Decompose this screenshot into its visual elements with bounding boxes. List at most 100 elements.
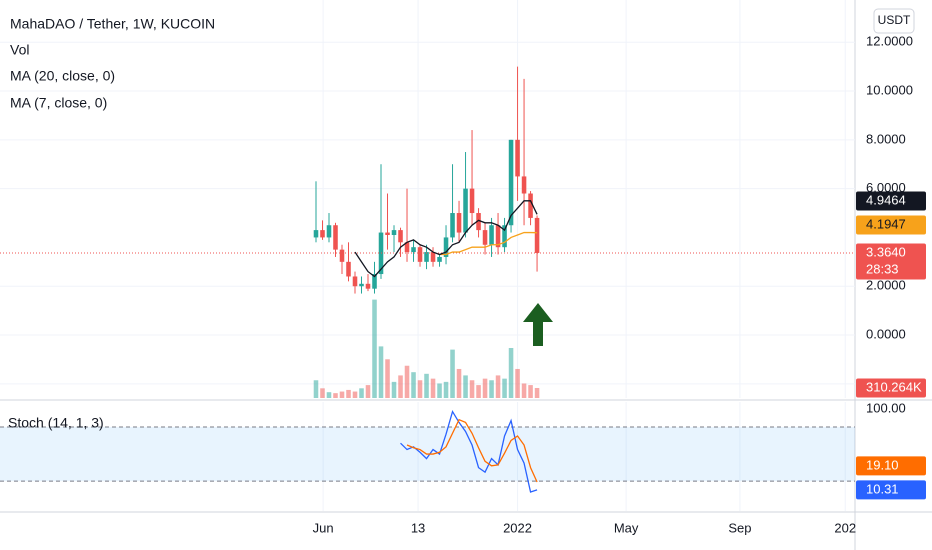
plot [0,0,855,511]
volume-bar [521,383,527,398]
series-line [439,231,538,256]
y-tick-label: 0.0000 [866,326,906,341]
candle-body [391,230,397,235]
volume-bar [476,385,481,398]
volume-bar [313,380,319,398]
volume-bar [443,381,449,398]
candle-body [495,225,501,248]
candle-body [326,225,332,238]
candle-body [411,247,416,253]
candle-body [430,252,436,262]
price-label-box [856,378,926,398]
legend-vol: Vol [10,42,29,58]
candle-body [463,188,468,233]
candle-body [528,193,533,218]
chart-title: MahaDAO / Tether, 1W, KUCOIN [10,16,215,32]
candle-body [443,237,449,257]
volume-bar [404,365,410,398]
candle-body [352,276,358,287]
price-label-box [856,215,926,235]
y-tick-label: 10.0000 [866,82,913,97]
volume-bar [430,378,436,398]
candle-body [456,213,462,233]
countdown: 28:33 [866,261,899,276]
x-tick-label: Sep [728,520,751,535]
volume-bar [502,378,507,398]
volume-bar [398,375,403,398]
volume-bar [391,381,397,398]
x-tick-label: 2022 [503,520,532,535]
volume-bar [469,380,475,398]
currency-button-label[interactable]: USDT [878,13,911,27]
volume-bar [515,368,520,398]
x-tick-label: Jun [313,520,334,535]
volume-bar [385,359,390,398]
candle-body [515,139,520,177]
candle-body [320,230,325,238]
legend-ma20: MA (20, close, 0) [10,68,115,84]
volume-bar [411,372,416,398]
volume-bar [528,385,533,398]
price-label: 4.1947 [866,216,906,231]
volume-bar [346,389,351,398]
volume-bar [320,388,325,398]
candle-body [404,242,410,253]
volume-bar [424,373,429,398]
price-label-box [856,243,926,280]
x-tick-label: 202 [834,520,856,535]
candle-body [450,213,455,238]
y-tick-label: 6.0000 [866,180,906,195]
volume-bar [359,388,364,398]
volume-bar [339,391,345,398]
volume-bar [365,385,371,398]
candle-body [482,230,488,245]
stoch-title: Stoch (14, 1, 3) [8,415,104,431]
volume-bar [450,349,455,398]
y-tick-label: 12.0000 [866,34,913,49]
volume-bar [456,368,462,398]
candle-body [469,188,475,214]
series-line [400,409,538,493]
y-tick-label: 8.0000 [866,131,906,146]
volume-bar [437,383,442,398]
volume-bar [378,346,384,398]
candle-body [365,283,371,289]
candle-body [508,139,514,226]
candle-body [398,230,403,243]
candle-body [502,225,507,248]
y-tick-label: 100.00 [866,400,906,415]
series-line [406,418,538,483]
price-label-box [856,456,926,476]
price-label: 4.9464 [866,192,906,207]
volume-bar [372,299,377,398]
volume-bar [534,387,540,398]
candle-body [521,176,527,194]
volume-bar [508,348,514,398]
candle-body [489,225,494,245]
volume-bar [482,378,488,398]
price-label-box [856,480,926,500]
volume-bar [352,391,358,398]
price-label: 3.3640 [866,244,906,259]
candle-body [339,249,345,262]
candle-body [417,247,423,262]
price-label: 19.10 [866,457,899,472]
volume-bar [417,380,423,398]
candle-body [313,230,319,238]
up-arrow [523,303,553,346]
volume-bar [489,380,494,398]
volume-bar [333,393,338,398]
candle-body [424,252,429,262]
candle-body [437,256,442,262]
candle-body [359,283,364,287]
candle-body [534,217,540,253]
candle-body [385,232,390,235]
y-tick-label: 2.0000 [866,278,906,293]
price-label: 310.264K [866,379,922,394]
price-label: 10.31 [866,481,899,496]
currency-button[interactable] [873,8,915,34]
x-tick-label: 13 [411,520,425,535]
volume-bar [326,392,332,398]
volume-bar [495,375,501,398]
